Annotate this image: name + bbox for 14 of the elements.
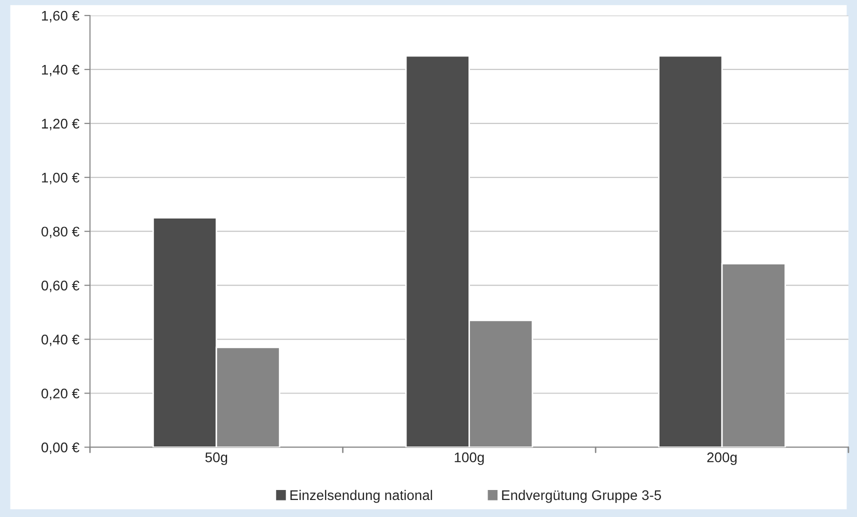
y-tick-label: 1,40 € [42,64,80,76]
y-tick-label: 0,60 € [42,280,80,292]
x-tick-label: 200g [707,452,737,466]
y-tick-label: 0,80 € [42,226,80,238]
y-tick-label: 1,60 € [42,10,80,22]
y-tick-label: 0,00 € [42,442,80,454]
x-tick-label: 50g [205,452,228,466]
x-tick-label: 100g [454,452,484,466]
y-tick-label: 0,40 € [42,334,80,346]
y-tick-label: 1,00 € [42,172,80,184]
legend-label: Einzelsendung national [290,490,432,503]
y-tick-label: 0,20 € [42,388,80,400]
legend-label: Endvergütung Gruppe 3-5 [502,490,662,503]
y-tick-label: 1,20 € [42,118,80,130]
